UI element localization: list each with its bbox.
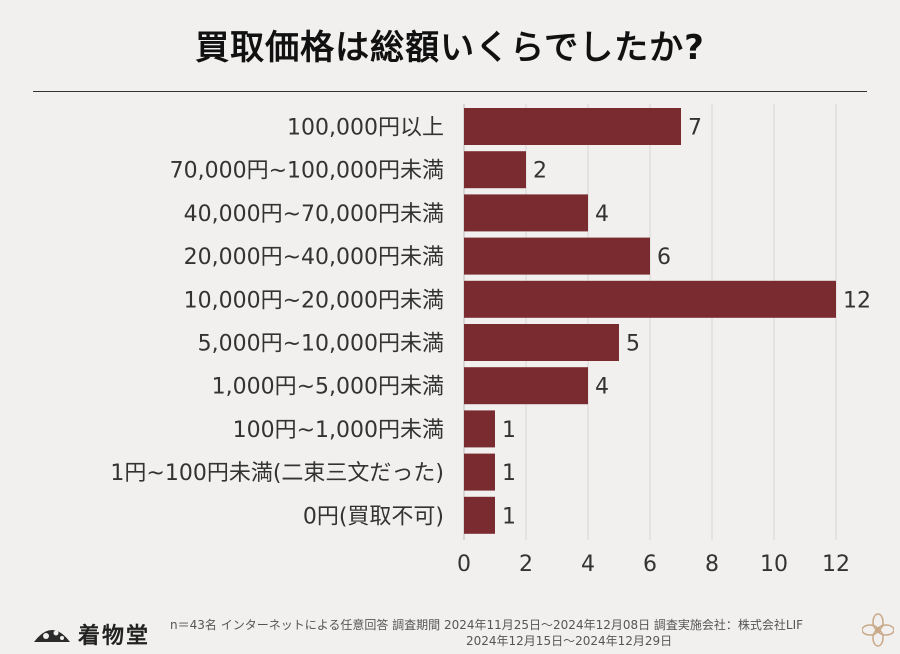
survey-note-line2: 2024年12月15日～2024年12月29日 [466, 634, 673, 648]
bar-4 [464, 280, 836, 318]
survey-note: n＝43名 インターネットによる任意回答 調査期間 2024年11月25日～20… [170, 617, 870, 649]
brand-logo: 着物堂 [32, 618, 150, 650]
x-tick-label-2: 2 [519, 552, 533, 577]
category-label-5: 5,000円~10,000円未満 [198, 332, 444, 357]
bar-2 [464, 194, 588, 232]
bar-6 [464, 367, 588, 405]
category-label-4: 10,000円~20,000円未満 [184, 288, 444, 313]
title-divider [33, 91, 867, 92]
category-label-0: 100,000円以上 [287, 116, 444, 141]
value-label-1: 2 [533, 159, 547, 184]
value-label-0: 7 [688, 116, 702, 141]
value-label-8: 1 [502, 461, 516, 486]
category-label-8: 1円~100円未満(二束三文だった) [110, 461, 444, 486]
x-tick-label-6: 6 [643, 552, 657, 577]
category-label-9: 0円(買取不可) [303, 504, 444, 529]
bar-8 [464, 453, 495, 491]
chart-title: 買取価格は総額いくらでしたか? [195, 28, 705, 68]
value-label-3: 6 [657, 245, 671, 270]
fan-icon [34, 630, 70, 642]
x-tick-label-8: 8 [705, 552, 719, 577]
value-label-7: 1 [502, 418, 516, 443]
bar-1 [464, 151, 526, 189]
value-label-9: 1 [502, 504, 516, 529]
bar-7 [464, 410, 495, 448]
bar-0 [464, 108, 681, 145]
logo-text: 着物堂 [78, 623, 151, 649]
flower-icon [862, 613, 894, 647]
value-label-5: 5 [626, 332, 640, 357]
value-label-2: 4 [595, 202, 609, 227]
x-tick-label-0: 0 [457, 552, 471, 577]
value-label-4: 12 [843, 288, 871, 313]
category-label-2: 40,000円~70,000円未満 [184, 202, 444, 227]
bar-9 [464, 496, 495, 534]
bar-3 [464, 237, 650, 275]
survey-note-line1: n＝43名 インターネットによる任意回答 調査期間 2024年11月25日～20… [170, 618, 804, 632]
bar-5 [464, 324, 619, 361]
x-tick-label-4: 4 [581, 552, 595, 577]
x-tick-label-10: 10 [760, 552, 788, 577]
value-label-6: 4 [595, 375, 609, 400]
category-label-1: 70,000円~100,000円未満 [170, 159, 444, 184]
category-label-3: 20,000円~40,000円未満 [184, 245, 444, 270]
x-tick-label-12: 12 [822, 552, 850, 577]
category-label-7: 100円~1,000円未満 [233, 418, 444, 443]
category-label-6: 1,000円~5,000円未満 [212, 375, 444, 400]
